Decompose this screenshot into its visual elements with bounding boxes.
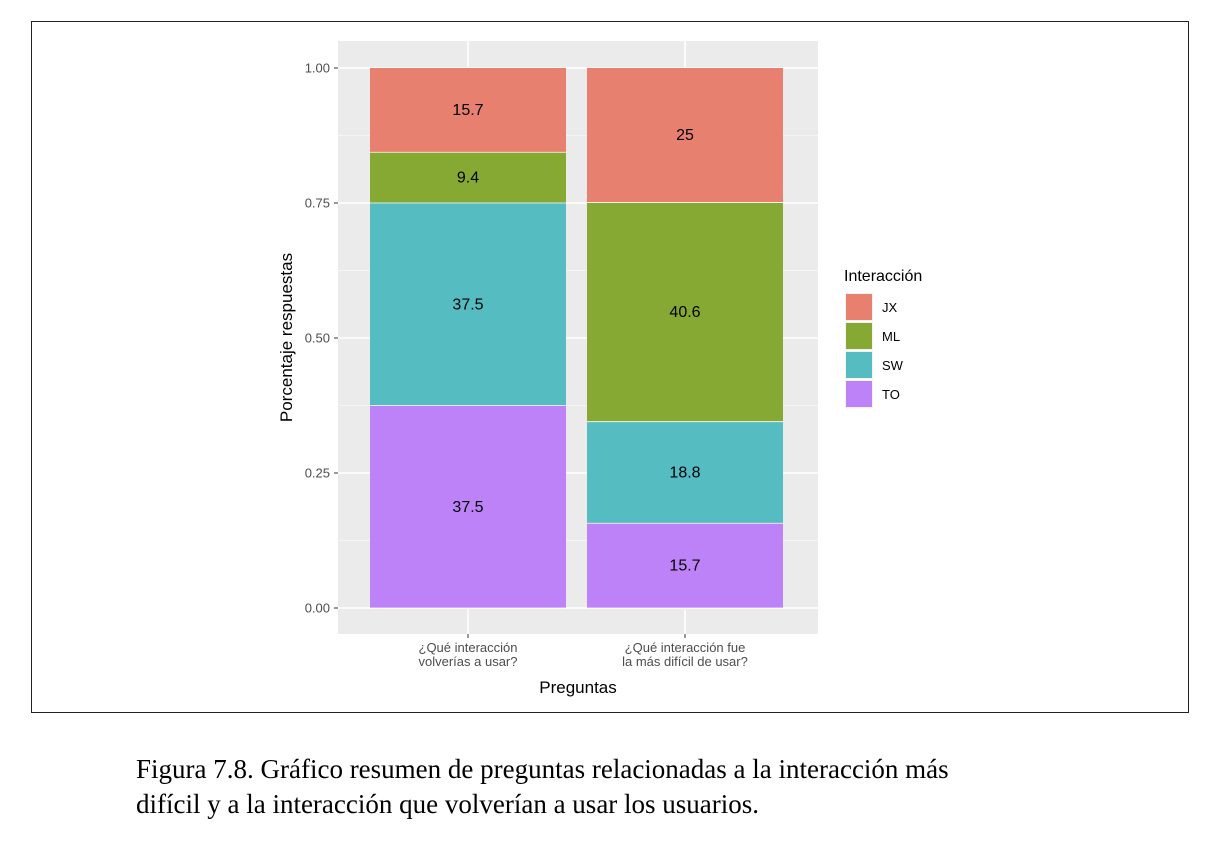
y-tick-label: 0.75 — [305, 196, 330, 211]
x-tick-label: ¿Qué interacción fue — [625, 640, 746, 655]
y-tick-label: 0.50 — [305, 331, 330, 346]
data-label: 18.8 — [669, 464, 700, 481]
legend-label: SW — [882, 358, 904, 373]
legend-swatch-ml — [846, 323, 872, 349]
data-label: 15.7 — [669, 558, 700, 575]
bar-segment-jx — [370, 68, 566, 153]
bar-segment-ml — [587, 202, 783, 422]
bar-segment-to — [587, 523, 783, 608]
bar-segment-to — [370, 405, 566, 608]
y-tick-label: 0.25 — [305, 466, 330, 481]
stacked-bar-chart: 37.5 37.5 9.4 15.7 15.7 18.8 40.6 25 0.00 0.25 0.5… — [277, 41, 922, 697]
data-label: 25 — [676, 127, 694, 144]
data-label: 37.5 — [452, 296, 483, 313]
x-tick-label: la más difícil de usar? — [622, 654, 748, 669]
x-tick-label: ¿Qué interacción — [419, 640, 518, 655]
figure-frame: 37.5 37.5 9.4 15.7 15.7 18.8 40.6 25 0.00 0.25 0.5… — [31, 21, 1189, 713]
bar-segment-ml — [370, 152, 566, 203]
caption-line-2: difícil y a la interacción que volverían… — [136, 789, 760, 819]
legend-swatch-to — [846, 381, 872, 407]
bar-segment-sw — [370, 203, 566, 406]
legend-label: ML — [882, 329, 900, 344]
legend-swatch-sw — [846, 352, 872, 378]
data-label: 40.6 — [669, 304, 700, 321]
bar-segment-sw — [587, 421, 783, 524]
y-tick-label: 1.00 — [305, 61, 330, 76]
data-label: 9.4 — [457, 170, 479, 187]
x-axis-title: Preguntas — [539, 678, 617, 697]
data-label: 37.5 — [452, 499, 483, 516]
legend-swatch-jx — [846, 294, 872, 320]
data-label: 15.7 — [452, 102, 483, 119]
caption-line-1: Figura 7.8. Gráfico resumen de preguntas… — [136, 754, 949, 784]
legend-label: TO — [882, 387, 900, 402]
y-axis-title: Porcentaje respuestas — [277, 253, 296, 422]
x-tick-label: volverías a usar? — [419, 654, 518, 669]
figure-caption: Figura 7.8. Gráfico resumen de preguntas… — [136, 752, 1136, 822]
legend-title: Interacción — [844, 268, 922, 285]
y-tick-label: 0.00 — [305, 601, 330, 616]
legend-label: JX — [882, 300, 898, 315]
bar-segment-jx — [587, 68, 783, 203]
